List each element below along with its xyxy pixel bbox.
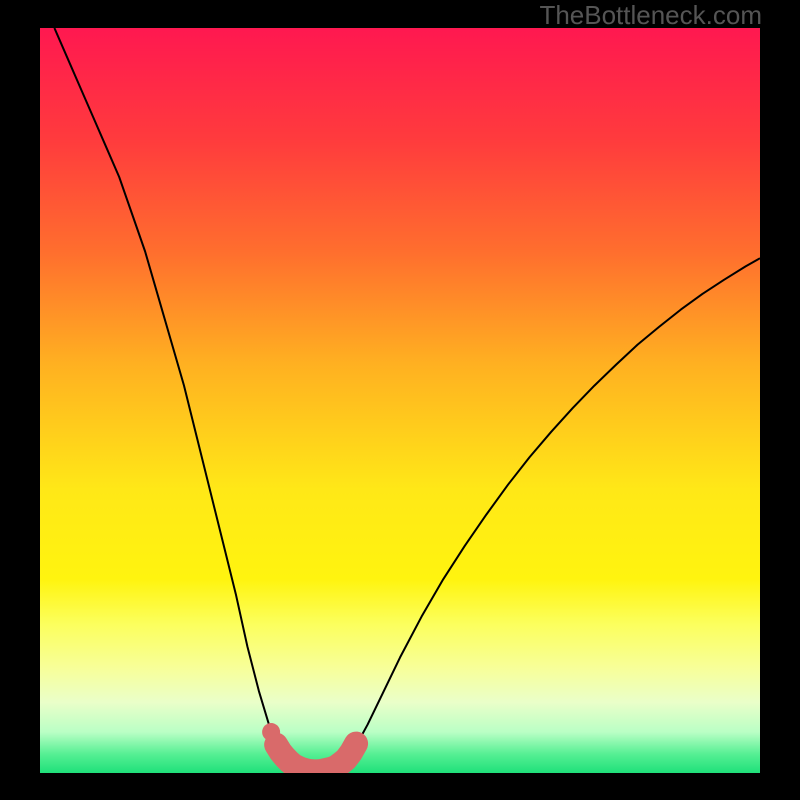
bottleneck-v-chart	[0, 0, 800, 800]
watermark-text: TheBottleneck.com	[539, 0, 762, 31]
chart-plot-background	[40, 28, 760, 773]
marker-dot	[262, 723, 280, 741]
chart-frame: TheBottleneck.com	[0, 0, 800, 800]
